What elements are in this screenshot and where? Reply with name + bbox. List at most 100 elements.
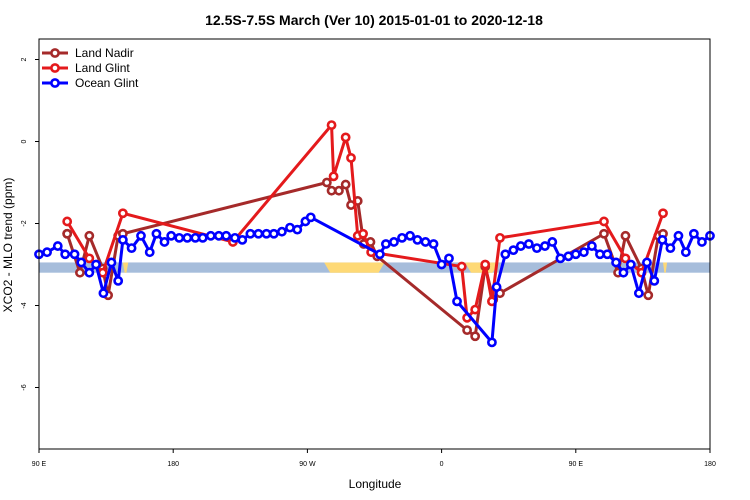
data-point	[405, 230, 415, 241]
data-point	[611, 257, 621, 268]
x-tick-label: 90 E	[32, 461, 47, 468]
data-point	[495, 232, 505, 243]
data-point	[531, 243, 542, 253]
data-point	[657, 234, 668, 245]
data-point	[334, 185, 344, 196]
data-point	[277, 226, 287, 237]
data-point	[452, 296, 462, 307]
data-point	[62, 216, 73, 227]
data-point	[75, 267, 85, 278]
data-point	[578, 247, 589, 258]
data-point	[625, 259, 636, 270]
y-tick-label: 2	[21, 57, 28, 61]
x-tick-label: 90 E	[569, 461, 584, 468]
data-point	[268, 228, 279, 239]
data-point	[321, 177, 332, 188]
data-point	[697, 237, 707, 247]
chart-title: 12.5S-7.5S March (Ver 10) 2015-01-01 to …	[205, 12, 543, 28]
data-point	[665, 243, 676, 253]
data-point	[389, 237, 399, 247]
land-band-segment	[324, 262, 385, 273]
data-point	[602, 249, 613, 260]
land-band-segment	[663, 262, 668, 273]
data-point	[52, 241, 63, 251]
data-point	[166, 230, 177, 241]
data-point	[197, 232, 208, 243]
data-point	[374, 249, 385, 260]
series-line	[65, 123, 665, 320]
legend-item: Land Nadir	[42, 46, 134, 60]
series-land-glint	[62, 120, 668, 323]
data-point	[76, 257, 87, 268]
y-tick-label: -6	[21, 384, 28, 390]
x-tick-label: 90 W	[299, 461, 316, 468]
data-point	[523, 239, 534, 249]
series-land-nadir	[62, 177, 668, 342]
data-point	[91, 259, 101, 270]
data-point	[642, 257, 652, 268]
legend-item: Ocean Glint	[42, 76, 139, 90]
data-point	[428, 239, 439, 249]
data-point	[144, 247, 155, 258]
data-point	[412, 234, 423, 245]
legend-swatch-marker	[50, 78, 60, 88]
data-point	[680, 247, 691, 258]
x-tick-label: 0	[440, 461, 444, 468]
data-point	[618, 267, 629, 278]
data-point	[126, 243, 137, 253]
data-point	[599, 216, 609, 227]
data-point	[358, 228, 368, 239]
data-point	[292, 224, 303, 235]
data-point	[397, 232, 407, 243]
data-point	[633, 288, 644, 299]
y-axis: 2 0 -2 -4 -6	[21, 57, 39, 391]
x-tick-label: 180	[167, 461, 179, 468]
data-point	[84, 253, 95, 264]
data-point	[42, 247, 52, 258]
data-point	[515, 241, 526, 251]
data-point	[340, 132, 351, 143]
data-point	[136, 230, 146, 241]
legend-label: Ocean Glint	[75, 76, 139, 90]
data-point	[245, 228, 256, 239]
data-point	[462, 325, 472, 335]
data-point	[587, 241, 597, 251]
data-point	[84, 267, 95, 278]
data-point	[69, 249, 80, 260]
data-point	[305, 212, 316, 223]
plot-frame	[38, 38, 711, 450]
y-tick-label: -2	[21, 220, 28, 226]
data-point	[436, 259, 447, 270]
data-point	[159, 237, 170, 247]
x-axis: 90 E 180 90 W 0 90 E 180	[32, 449, 716, 468]
data-point	[174, 232, 185, 243]
data-point	[346, 152, 356, 163]
plot-area	[34, 120, 715, 348]
data-point	[326, 120, 337, 130]
data-point	[649, 275, 660, 286]
data-point	[60, 249, 71, 260]
data-point	[117, 208, 128, 219]
legend-swatch-marker	[50, 48, 60, 58]
data-point	[328, 171, 339, 182]
data-point	[673, 230, 684, 241]
data-point	[500, 249, 511, 260]
data-point	[620, 253, 631, 264]
data-point	[106, 257, 117, 268]
data-point	[84, 230, 95, 241]
data-point	[182, 232, 193, 243]
data-point	[456, 261, 467, 272]
data-point	[113, 275, 124, 286]
data-point	[570, 249, 581, 260]
data-point	[117, 234, 128, 245]
data-point	[62, 228, 73, 239]
y-tick-label: -4	[21, 302, 28, 308]
data-point	[381, 239, 391, 249]
x-tick-label: 180	[704, 461, 716, 468]
data-point	[547, 237, 558, 247]
data-point	[98, 288, 109, 299]
legend-label: Land Nadir	[75, 46, 134, 60]
data-point	[470, 331, 481, 342]
